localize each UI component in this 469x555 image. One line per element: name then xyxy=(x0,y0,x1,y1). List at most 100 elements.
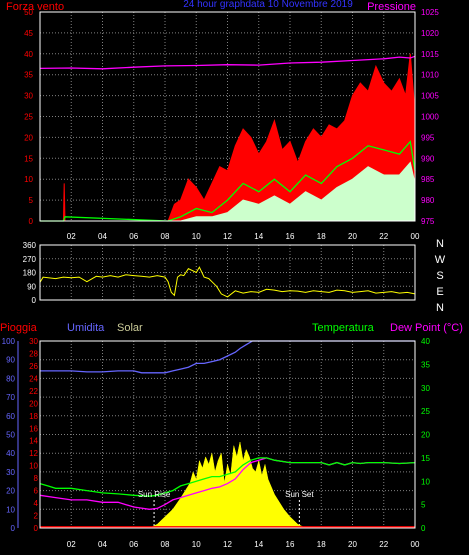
y-tick-label: 50 xyxy=(24,8,33,17)
y-tick-label: 70 xyxy=(6,393,15,402)
y-tick-label: 100 xyxy=(2,337,16,346)
x-tick-label: 20 xyxy=(348,540,357,549)
series-humidity xyxy=(40,340,415,374)
y-tick-label: 40 xyxy=(24,50,33,59)
y-tick-label: 0 xyxy=(11,524,16,533)
y-tick-label: 10 xyxy=(24,175,33,184)
y-tick-label: 90 xyxy=(6,356,15,365)
axes-layer xyxy=(17,11,416,529)
series-wind-lull xyxy=(40,161,416,222)
pressure-axis-title: Pressione xyxy=(367,1,416,13)
y-tick-label: 35 xyxy=(24,71,33,80)
y-tick-label: 4 xyxy=(34,499,39,508)
y-tick-label: 12 xyxy=(29,449,38,458)
x-tick-label: 18 xyxy=(317,540,326,549)
y-tick-label: 14 xyxy=(29,437,38,446)
panel3-header: Pioggia xyxy=(0,322,38,334)
series-solar xyxy=(149,441,306,529)
x-tick-label: 12 xyxy=(223,540,232,549)
y-tick-label: 270 xyxy=(23,255,37,264)
y-tick-label: 1005 xyxy=(421,92,439,101)
x-tick-label: 02 xyxy=(67,540,76,549)
x-tick-label: 20 xyxy=(348,232,357,241)
panel3-header: Dew Point (°C) xyxy=(390,322,463,334)
y-tick-label: 30 xyxy=(6,468,15,477)
y-tick-label: 8 xyxy=(34,474,39,483)
y-tick-label: 18 xyxy=(29,412,38,421)
y-tick-label: 20 xyxy=(29,399,38,408)
compass-letter: E xyxy=(436,286,443,298)
compass-letter: N xyxy=(436,238,444,250)
panel3-header: Umidita xyxy=(67,322,105,334)
y-tick-label: 975 xyxy=(421,217,435,226)
y-tick-label: 25 xyxy=(421,407,430,416)
sun-annotation: Sun Rise xyxy=(138,490,171,499)
x-tick-label: 08 xyxy=(161,232,170,241)
marks-layer xyxy=(39,53,416,529)
series-pressure xyxy=(39,55,416,70)
y-tick-label: 20 xyxy=(6,487,15,496)
x-tick-label: 22 xyxy=(379,540,388,549)
x-tick-label: 00 xyxy=(411,232,420,241)
y-tick-label: 20 xyxy=(421,431,430,440)
x-tick-label: 14 xyxy=(254,540,263,549)
x-tick-label: 12 xyxy=(223,232,232,241)
compass-letter: N xyxy=(436,302,444,314)
y-tick-label: 80 xyxy=(6,374,15,383)
y-tick-label: 6 xyxy=(34,487,39,496)
y-tick-label: 45 xyxy=(24,29,33,38)
y-tick-label: 360 xyxy=(23,241,37,250)
y-tick-label: 40 xyxy=(421,337,430,346)
y-tick-label: 1025 xyxy=(421,8,439,17)
chart-title: 24 hour graphdata 10 Novembre 2019 xyxy=(183,0,353,10)
wind-axis-title: Forza vento xyxy=(6,1,64,13)
sun-annotation: Sun Set xyxy=(285,490,314,499)
y-tick-label: 30 xyxy=(24,92,33,101)
y-tick-label: 30 xyxy=(29,337,38,346)
series-wind-direction xyxy=(39,266,416,298)
panel3-header: Temperatura xyxy=(312,322,375,334)
y-tick-label: 90 xyxy=(27,282,36,291)
y-tick-label: 5 xyxy=(421,501,426,510)
y-tick-label: 990 xyxy=(421,154,435,163)
text-layer: 02 04 06 08 10 12 14 16 18 20 22 000510152025303540… xyxy=(0,0,463,549)
x-tick-label: 04 xyxy=(98,540,107,549)
y-tick-label: 985 xyxy=(421,175,435,184)
x-tick-label: 04 xyxy=(98,232,107,241)
y-tick-label: 980 xyxy=(421,196,435,205)
y-tick-label: 16 xyxy=(29,424,38,433)
y-tick-label: 24 xyxy=(29,374,38,383)
y-tick-label: 0 xyxy=(32,296,37,305)
y-tick-label: 10 xyxy=(29,462,38,471)
x-tick-label: 02 xyxy=(67,232,76,241)
x-tick-label: 06 xyxy=(129,232,138,241)
y-tick-label: 10 xyxy=(421,477,430,486)
series-temperature xyxy=(39,457,416,497)
x-tick-label: 16 xyxy=(286,540,295,549)
y-tick-label: 60 xyxy=(6,412,15,421)
panel-wind-frame xyxy=(39,11,416,222)
y-tick-label: 28 xyxy=(29,349,38,358)
y-tick-label: 26 xyxy=(29,362,38,371)
y-tick-label: 995 xyxy=(421,133,435,142)
y-tick-label: 15 xyxy=(24,154,33,163)
x-tick-label: 22 xyxy=(379,232,388,241)
x-tick-label: 10 xyxy=(192,232,201,241)
y-tick-label: 25 xyxy=(24,113,33,122)
y-tick-label: 40 xyxy=(6,449,15,458)
x-tick-label: 00 xyxy=(411,540,420,549)
series-wind-gust xyxy=(40,53,416,222)
y-tick-label: 35 xyxy=(421,360,430,369)
x-tick-label: 18 xyxy=(317,232,326,241)
y-tick-label: 10 xyxy=(6,505,15,514)
x-tick-label: 16 xyxy=(286,232,295,241)
panel-weather-frame xyxy=(39,340,416,529)
y-tick-label: 15 xyxy=(421,454,430,463)
y-tick-label: 0 xyxy=(29,217,34,226)
panel3-header: Solar xyxy=(117,322,143,334)
y-tick-label: 1015 xyxy=(421,50,439,59)
compass-letter: W xyxy=(435,254,446,266)
x-tick-label: 06 xyxy=(129,540,138,549)
